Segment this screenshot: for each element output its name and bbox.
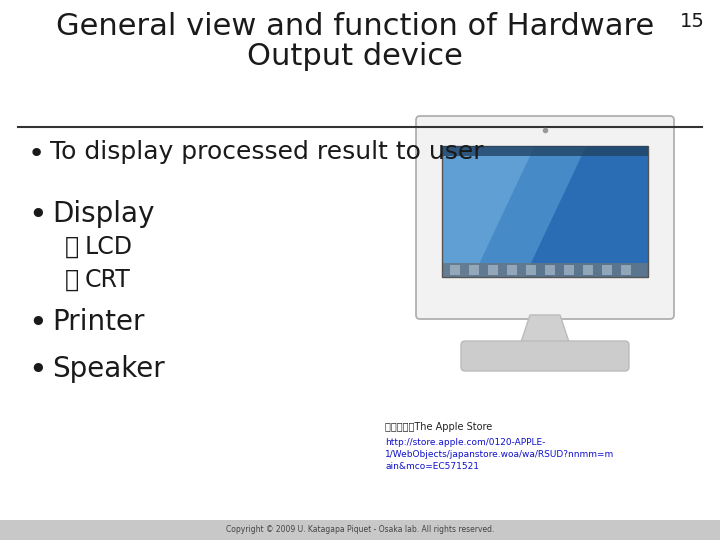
Bar [450, 265, 460, 275]
Bar [488, 265, 498, 275]
Text: ain&mco=EC571521: ain&mco=EC571521 [385, 462, 479, 471]
Bar [442, 146, 648, 156]
Bar [545, 265, 555, 275]
Bar [621, 265, 631, 275]
Text: Speaker: Speaker [52, 355, 165, 383]
Text: 1/WebObjects/japanstore.woa/wa/RSUD?nnmm=m: 1/WebObjects/japanstore.woa/wa/RSUD?nnmm… [385, 450, 614, 459]
Text: ・: ・ [65, 235, 79, 259]
Text: •: • [28, 355, 47, 386]
Bar [507, 265, 517, 275]
Text: •: • [28, 200, 47, 231]
Text: Output device: Output device [247, 42, 463, 71]
Text: Printer: Printer [52, 308, 145, 336]
Text: General view and function of Hardware: General view and function of Hardware [56, 12, 654, 41]
Bar [583, 265, 593, 275]
Text: ・: ・ [65, 268, 79, 292]
Bar [526, 265, 536, 275]
Bar [442, 146, 648, 277]
Text: Display: Display [52, 200, 154, 228]
Bar [564, 265, 574, 275]
Bar [442, 263, 648, 277]
FancyBboxPatch shape [416, 116, 674, 319]
Text: To display processed result to user: To display processed result to user [50, 140, 484, 164]
Bar [469, 265, 479, 275]
Text: •: • [28, 308, 47, 339]
FancyBboxPatch shape [461, 341, 629, 371]
Text: •: • [28, 140, 45, 168]
Text: CRT: CRT [85, 268, 131, 292]
Text: 画像出典　The Apple Store: 画像出典 The Apple Store [385, 422, 492, 432]
Text: LCD: LCD [85, 235, 133, 259]
Text: Copyright © 2009 U. Katagapa Piquet - Osaka lab. All rights reserved.: Copyright © 2009 U. Katagapa Piquet - Os… [226, 525, 494, 535]
Text: http://store.apple.com/0120-APPLE-: http://store.apple.com/0120-APPLE- [385, 438, 545, 447]
Polygon shape [442, 146, 535, 277]
Bar [0, 520, 720, 540]
Polygon shape [442, 146, 586, 277]
Bar [602, 265, 612, 275]
Text: 15: 15 [680, 12, 705, 31]
Bar [442, 146, 648, 277]
Polygon shape [520, 315, 570, 345]
